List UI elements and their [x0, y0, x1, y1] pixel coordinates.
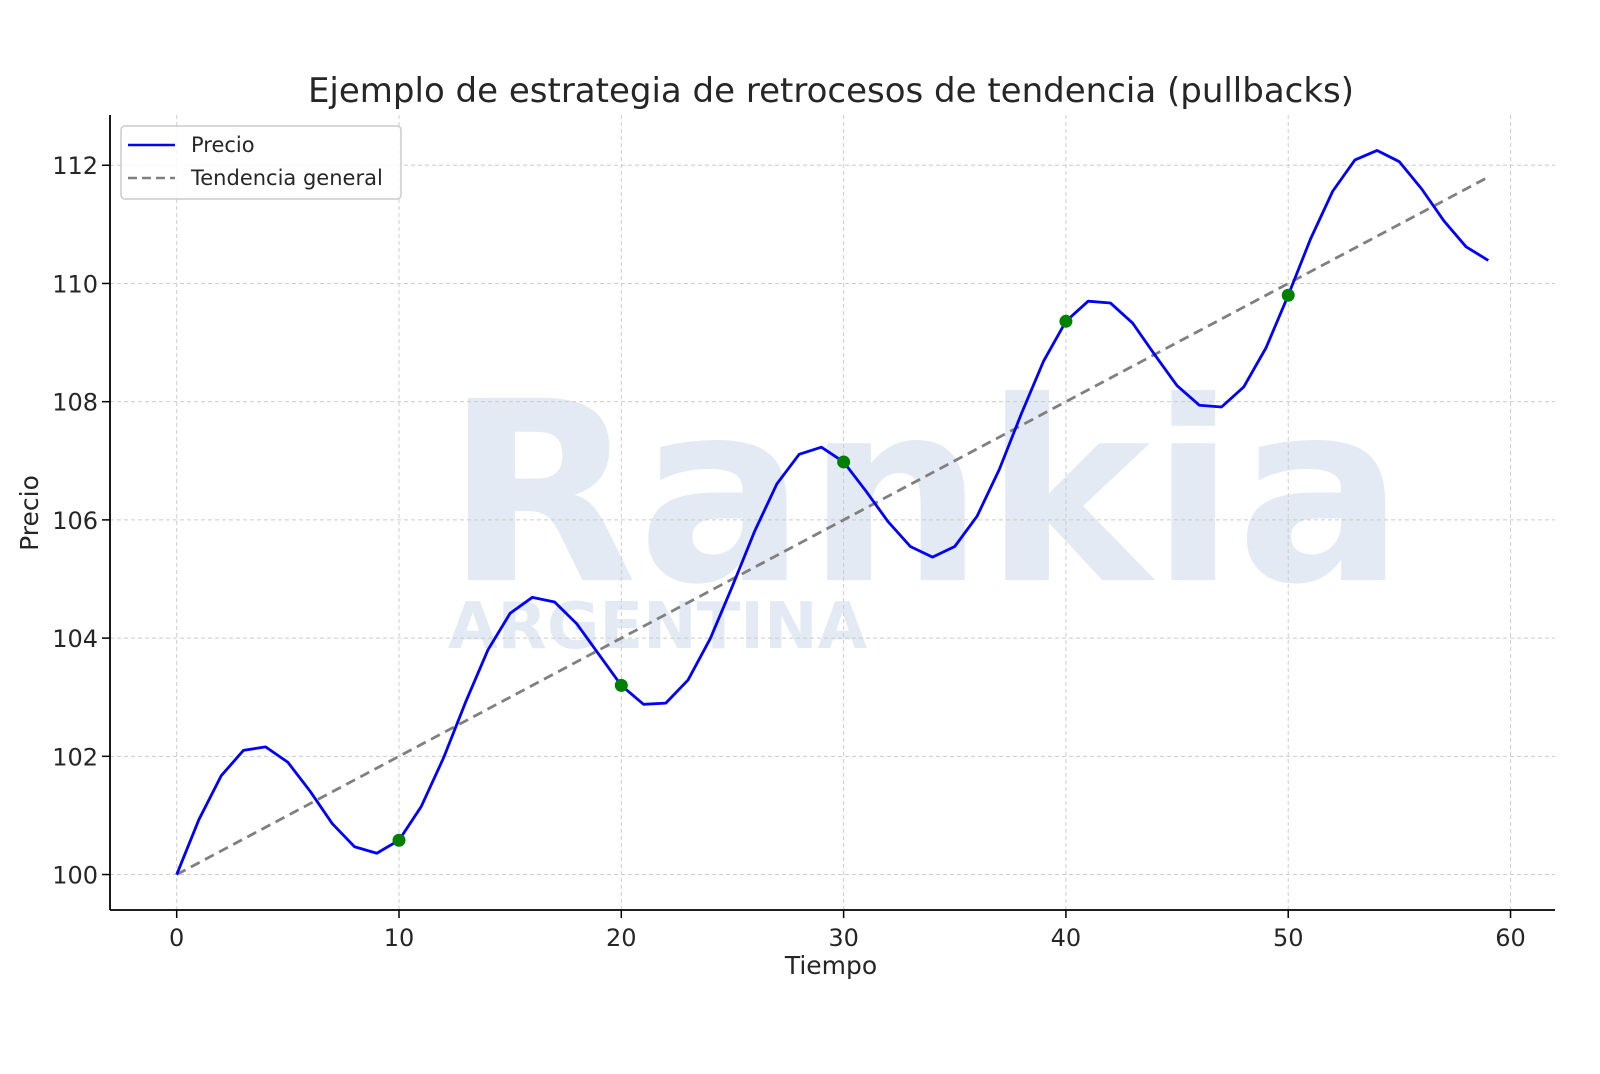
x-tick-label: 20: [606, 924, 637, 952]
grid-lines: [110, 115, 1555, 910]
y-tick-label: 100: [52, 862, 98, 890]
axes: 0 10 20 30 40 50 60 100 102 104 106 108 110 112: [52, 115, 1555, 952]
x-axis-label: Tiempo: [784, 951, 877, 980]
x-tick-label: 50: [1273, 924, 1304, 952]
legend-frame: [120, 125, 402, 200]
y-tick-label: 102: [52, 743, 98, 771]
y-tick-label: 104: [52, 625, 98, 653]
chart-title: Ejemplo de estrategia de retrocesos de t…: [308, 71, 1354, 111]
x-tick-label: 60: [1495, 924, 1526, 952]
y-tick-label: 106: [52, 507, 98, 535]
entry-point-marker: [1059, 314, 1073, 328]
watermark-logo: Rankia ARGENTINA: [445, 348, 1405, 664]
y-tick-label: 108: [52, 389, 98, 417]
x-tick-label: 0: [169, 924, 184, 952]
legend-label-precio: Precio: [191, 133, 255, 157]
entry-point-marker: [1281, 288, 1295, 302]
entry-point-marker: [392, 833, 406, 847]
plot-area: [175, 149, 1490, 876]
entry-point-marker: [614, 678, 628, 692]
series-line-tendencia: [176, 175, 1489, 876]
y-tick-label: 110: [52, 270, 98, 298]
x-tick-label: 30: [828, 924, 859, 952]
watermark-brand: Rankia: [445, 348, 1405, 639]
y-axis-label: Precio: [15, 475, 44, 551]
legend-label-tendencia: Tendencia general: [190, 166, 383, 190]
x-tick-label: 40: [1051, 924, 1082, 952]
y-tick-label: 112: [52, 152, 98, 180]
entry-point-marker: [837, 455, 851, 469]
legend: Precio Tendencia general: [120, 125, 402, 200]
watermark-region: ARGENTINA: [448, 590, 868, 664]
x-tick-label: 10: [384, 924, 415, 952]
